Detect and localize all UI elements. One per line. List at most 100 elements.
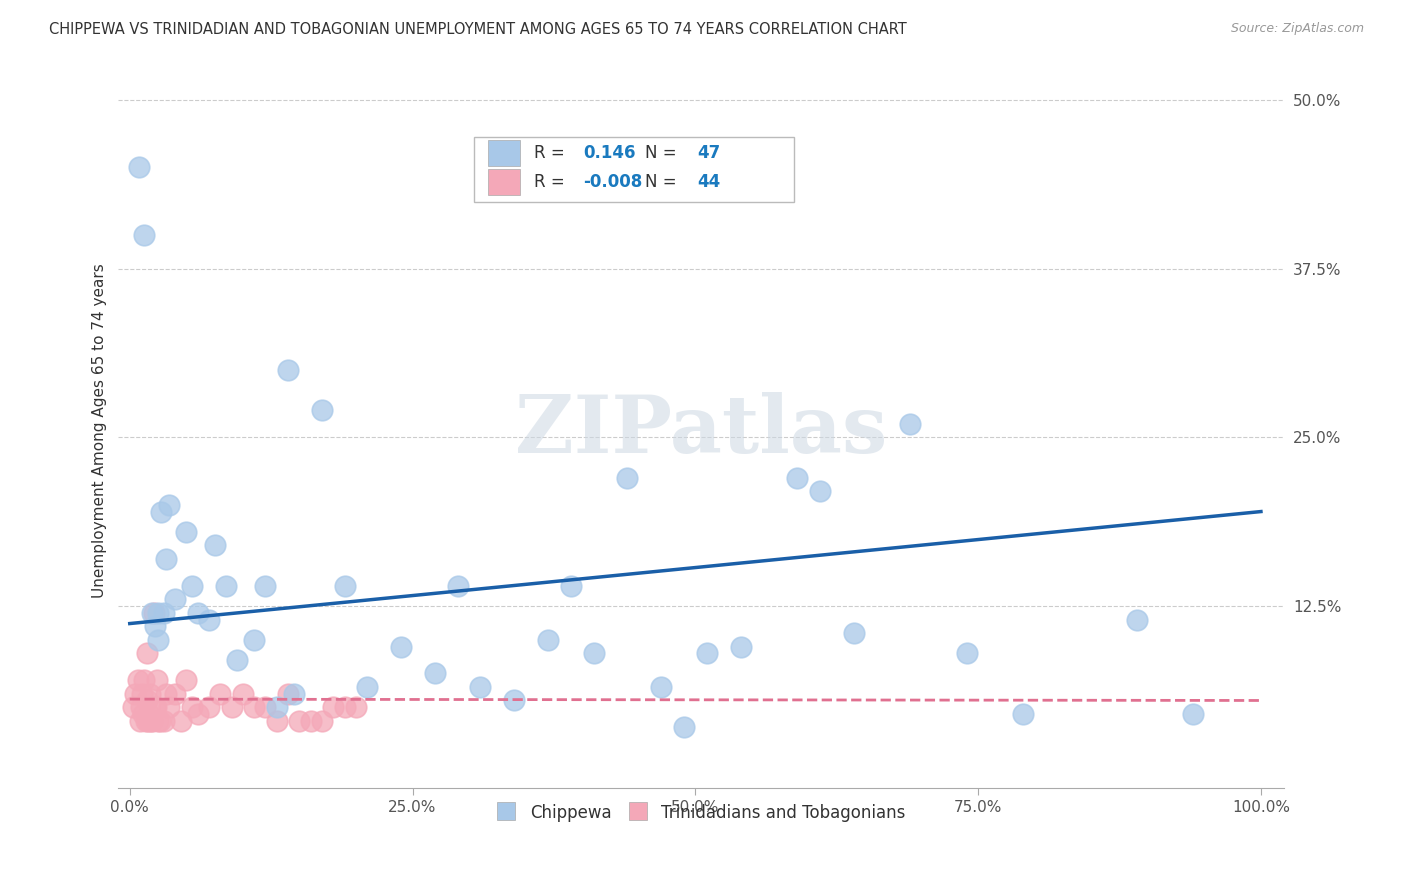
Point	[146, 673, 169, 688]
Point	[157, 498, 180, 512]
Point	[155, 687, 177, 701]
FancyBboxPatch shape	[488, 140, 520, 166]
Point	[582, 646, 605, 660]
Point	[124, 687, 146, 701]
Point	[198, 700, 221, 714]
Point	[277, 687, 299, 701]
Point	[149, 714, 172, 728]
Point	[243, 700, 266, 714]
Point	[277, 363, 299, 377]
Point	[956, 646, 979, 660]
Point	[842, 626, 865, 640]
Point	[650, 680, 672, 694]
Point	[141, 606, 163, 620]
Text: ZIPatlas: ZIPatlas	[515, 392, 887, 469]
Point	[616, 471, 638, 485]
Point	[254, 700, 277, 714]
Point	[150, 504, 173, 518]
FancyBboxPatch shape	[474, 137, 794, 202]
Point	[299, 714, 322, 728]
Point	[786, 471, 808, 485]
Point	[145, 700, 167, 714]
Point	[673, 721, 696, 735]
Point	[243, 632, 266, 647]
Point	[470, 680, 492, 694]
Point	[135, 646, 157, 660]
Point	[389, 640, 412, 654]
Point	[311, 403, 333, 417]
Point	[127, 673, 149, 688]
Point	[155, 551, 177, 566]
Point	[344, 700, 367, 714]
Point	[152, 606, 174, 620]
Point	[898, 417, 921, 431]
Text: CHIPPEWA VS TRINIDADIAN AND TOBAGONIAN UNEMPLOYMENT AMONG AGES 65 TO 74 YEARS CO: CHIPPEWA VS TRINIDADIAN AND TOBAGONIAN U…	[49, 22, 907, 37]
Point	[198, 613, 221, 627]
Point	[226, 653, 249, 667]
Text: R =: R =	[534, 173, 571, 191]
Point	[288, 714, 311, 728]
Text: Source: ZipAtlas.com: Source: ZipAtlas.com	[1230, 22, 1364, 36]
Point	[283, 687, 305, 701]
Point	[122, 700, 145, 714]
Point	[356, 680, 378, 694]
Point	[209, 687, 232, 701]
Point	[163, 592, 186, 607]
Point	[157, 700, 180, 714]
Point	[146, 632, 169, 647]
Point	[1125, 613, 1147, 627]
Point	[146, 714, 169, 728]
Point	[215, 579, 238, 593]
Point	[204, 538, 226, 552]
Text: 44: 44	[697, 173, 721, 191]
FancyBboxPatch shape	[488, 169, 520, 194]
Point	[1182, 706, 1205, 721]
Point	[322, 700, 344, 714]
Point	[425, 666, 447, 681]
Point	[560, 579, 582, 593]
Point	[266, 714, 288, 728]
Point	[187, 606, 209, 620]
Point	[129, 700, 152, 714]
Point	[311, 714, 333, 728]
Point	[537, 632, 560, 647]
Point	[447, 579, 470, 593]
Point	[129, 714, 152, 728]
Point	[187, 706, 209, 721]
Text: N =: N =	[645, 145, 682, 162]
Point	[221, 700, 243, 714]
Point	[333, 579, 356, 593]
Point	[141, 714, 163, 728]
Point	[730, 640, 752, 654]
Point	[169, 714, 191, 728]
Point	[232, 687, 254, 701]
Y-axis label: Unemployment Among Ages 65 to 74 years: Unemployment Among Ages 65 to 74 years	[93, 263, 107, 598]
Point	[1012, 706, 1035, 721]
Point	[181, 700, 204, 714]
Point	[254, 579, 277, 593]
Point	[143, 700, 166, 714]
Text: 47: 47	[697, 145, 721, 162]
Text: R =: R =	[534, 145, 571, 162]
Point	[143, 619, 166, 633]
Point	[181, 579, 204, 593]
Point	[139, 687, 162, 701]
Text: N =: N =	[645, 173, 682, 191]
Point	[132, 706, 155, 721]
Point	[138, 706, 160, 721]
Point	[266, 700, 288, 714]
Text: 0.146: 0.146	[583, 145, 636, 162]
Text: -0.008: -0.008	[583, 173, 643, 191]
Point	[503, 693, 526, 707]
Point	[176, 524, 198, 539]
Point	[163, 687, 186, 701]
Point	[134, 673, 156, 688]
Point	[128, 161, 150, 175]
Point	[131, 687, 153, 701]
Point	[146, 606, 169, 620]
Point	[696, 646, 718, 660]
Point	[808, 484, 831, 499]
Point	[135, 714, 157, 728]
Point	[136, 714, 159, 728]
Point	[152, 714, 174, 728]
